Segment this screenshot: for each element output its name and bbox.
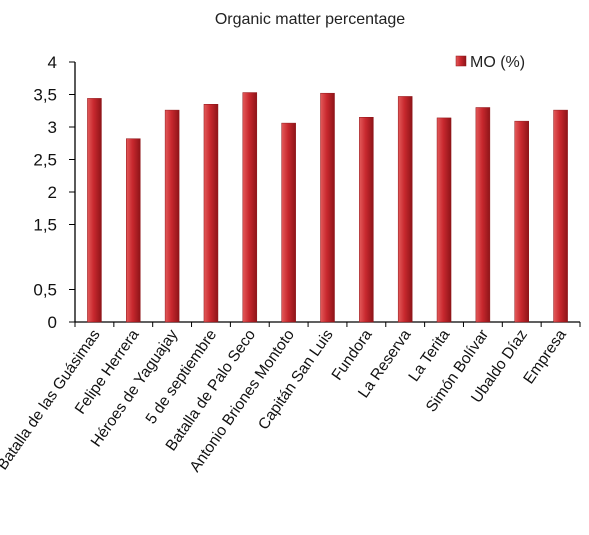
bar — [281, 122, 296, 323]
y-tick-label: 2 — [48, 183, 57, 202]
bar — [242, 92, 258, 323]
bar — [126, 138, 141, 323]
legend: MO (%) — [455, 54, 525, 71]
bar — [359, 117, 374, 323]
bar — [164, 109, 180, 323]
y-tick-label: 3,5 — [33, 86, 57, 105]
y-tick-label: 0 — [48, 313, 57, 332]
bar — [436, 117, 452, 323]
y-tick-label: 0,5 — [33, 281, 57, 300]
y-tick-label: 2,5 — [33, 151, 57, 170]
bar — [203, 104, 219, 323]
y-tick-label: 4 — [48, 53, 57, 72]
y-tick-label: 1,5 — [33, 216, 57, 235]
bar — [475, 107, 491, 323]
bar — [514, 120, 529, 323]
y-axis-ticks: 0 0,5 1,5 2 2,5 3 3,5 4 — [33, 53, 75, 332]
legend-swatch — [455, 55, 467, 67]
y-tick-label: 3 — [48, 118, 57, 137]
bar — [553, 109, 568, 323]
chart-title: Organic matter percentage — [215, 11, 405, 28]
bar — [320, 92, 335, 323]
x-tick-label: 5 de septiembre — [143, 327, 221, 428]
legend-label: MO (%) — [470, 54, 525, 71]
bars — [87, 92, 568, 323]
bar — [397, 96, 413, 323]
bar — [87, 98, 102, 323]
